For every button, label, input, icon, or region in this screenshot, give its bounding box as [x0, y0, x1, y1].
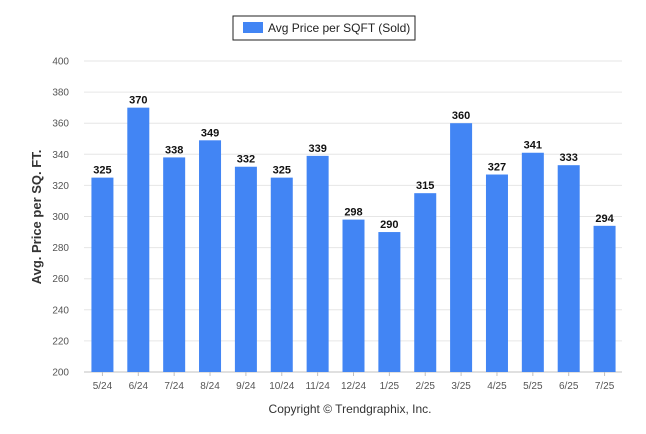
x-tick-label: 10/24 — [269, 381, 294, 392]
data-label: 325 — [93, 165, 111, 177]
data-label: 341 — [524, 140, 542, 152]
y-tick-label: 360 — [52, 119, 69, 130]
bar-3-25[interactable] — [450, 123, 473, 372]
y-tick-label: 380 — [52, 88, 69, 99]
bar-7-25[interactable] — [593, 225, 616, 372]
data-label: 338 — [165, 144, 183, 156]
data-label: 298 — [344, 207, 362, 219]
bar-4-25[interactable] — [485, 174, 508, 372]
x-tick-label: 5/25 — [523, 381, 543, 392]
x-tick-label: 2/25 — [415, 381, 435, 392]
y-tick-label: 300 — [52, 212, 69, 223]
x-tick-label: 6/24 — [129, 381, 149, 392]
x-tick-label: 7/25 — [595, 381, 615, 392]
x-tick-label: 9/24 — [236, 381, 256, 392]
data-label: 290 — [380, 219, 398, 231]
x-tick-label: 6/25 — [559, 381, 579, 392]
x-tick-label: 1/25 — [380, 381, 400, 392]
x-tick-label: 12/24 — [341, 381, 366, 392]
x-axis-tick-labels: 5/24 6/24 7/24 8/24 9/24 10/24 11/24 12/24 1/25 2… — [93, 372, 615, 392]
y-tick-label: 260 — [52, 274, 69, 285]
y-tick-label: 400 — [52, 57, 69, 68]
bar-10-24[interactable] — [270, 177, 293, 372]
data-label: 332 — [237, 154, 255, 166]
bar-2-25[interactable] — [414, 193, 437, 372]
bar-9-24[interactable] — [234, 166, 257, 372]
bar-6-24[interactable] — [127, 107, 150, 373]
data-label: 339 — [308, 143, 326, 155]
bar-11-24[interactable] — [306, 155, 329, 372]
bar-5-25[interactable] — [521, 152, 544, 372]
bar-6-25[interactable] — [557, 165, 580, 372]
data-label: 349 — [201, 127, 219, 139]
y-tick-label: 220 — [52, 336, 69, 347]
y-tick-label: 320 — [52, 181, 69, 192]
data-label: 294 — [595, 213, 614, 225]
data-label: 360 — [452, 110, 470, 122]
x-tick-label: 7/24 — [164, 381, 184, 392]
y-tick-label: 200 — [52, 368, 69, 379]
x-tick-label: 8/24 — [200, 381, 220, 392]
data-label: 327 — [488, 162, 506, 174]
data-labels: 325 370 338 349 332 325 339 298 290 315 360 327 341 3… — [93, 95, 614, 231]
y-tick-label: 340 — [52, 150, 69, 161]
bars — [91, 107, 616, 373]
bar-1-25[interactable] — [378, 232, 401, 372]
x-tick-label: 3/25 — [451, 381, 471, 392]
copyright-text: Copyright © Trendgraphix, Inc. — [269, 402, 432, 416]
legend[interactable]: Avg Price per SQFT (Sold) — [232, 15, 416, 41]
legend-box — [232, 15, 416, 41]
data-label: 325 — [273, 165, 291, 177]
y-tick-label: 280 — [52, 243, 69, 254]
data-label: 315 — [416, 180, 434, 192]
y-tick-label: 240 — [52, 305, 69, 316]
data-label: 370 — [129, 95, 147, 107]
y-axis-tick-labels: 200 220 240 260 280 300 320 340 360 380 400 — [52, 57, 69, 379]
bar-5-24[interactable] — [91, 177, 114, 372]
legend-swatch — [243, 22, 263, 33]
x-tick-label: 5/24 — [93, 381, 113, 392]
y-axis-title: Avg. Price per SQ. FT. — [29, 150, 44, 285]
legend-label: Avg Price per SQFT (Sold) — [268, 21, 410, 35]
x-tick-label: 4/25 — [487, 381, 507, 392]
bar-8-24[interactable] — [199, 140, 222, 372]
bar-7-24[interactable] — [163, 157, 186, 372]
x-tick-label: 11/24 — [305, 381, 330, 392]
data-label: 333 — [560, 152, 578, 164]
bar-12-24[interactable] — [342, 219, 365, 372]
